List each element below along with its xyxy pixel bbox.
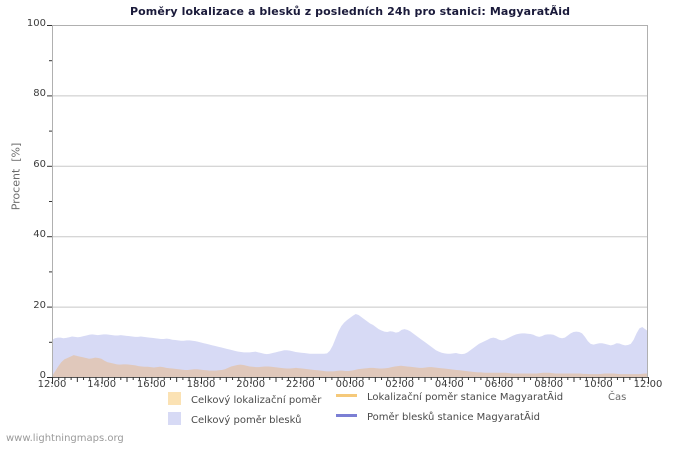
x-tick-label: 00:00	[335, 379, 365, 390]
x-tick-label: 18:00	[186, 379, 216, 390]
x-tick-label: 12:00	[633, 379, 663, 390]
y-tick-label: 100	[26, 18, 46, 29]
legend-item[interactable]: Celkový lokalizační poměr	[168, 392, 321, 406]
chart-title: Poměry lokalizace a blesků z posledních …	[129, 5, 571, 18]
y-axis-tick-labels: 0 20 40 60 80 100	[0, 0, 46, 450]
x-tick-label: 16:00	[136, 379, 166, 390]
legend-label: Lokalizační poměr stanice MagyaratÃid	[367, 392, 564, 403]
x-tick-label: 12:00	[37, 379, 67, 390]
legend-item[interactable]: Lokalizační poměr stanice MagyaratÃid	[336, 392, 563, 403]
x-tick-label: 14:00	[87, 379, 117, 390]
area-total-location-ratio	[52, 355, 648, 377]
legend-swatch-icon	[168, 412, 181, 425]
legend-swatch-icon	[168, 392, 181, 405]
y-tick-label: 80	[33, 88, 46, 100]
y-tick-label: 40	[33, 229, 46, 241]
legend-label: Celkový poměr blesků	[191, 415, 302, 426]
x-tick-label: 10:00	[583, 379, 613, 390]
chart-legend: Celkový lokalizační poměr Lokalizační pom…	[0, 390, 700, 430]
y-tick-label: 20	[33, 299, 46, 311]
legend-item[interactable]: Poměr blesků stanice MagyaratÃid	[336, 412, 540, 423]
x-tick-label: 04:00	[434, 379, 464, 390]
y-tick-label: 60	[33, 158, 46, 170]
x-axis-label: Čas	[608, 392, 627, 403]
legend-line-icon	[336, 414, 357, 417]
x-tick-label: 02:00	[385, 379, 415, 390]
legend-item[interactable]: Celkový poměr blesků	[168, 412, 301, 426]
legend-label: Poměr blesků stanice MagyaratÃid	[367, 412, 540, 423]
legend-line-icon	[336, 394, 357, 397]
x-tick-label: 08:00	[534, 379, 564, 390]
x-tick-label: 20:00	[236, 379, 266, 390]
y-tick-label: 0	[39, 370, 46, 381]
x-tick-label: 06:00	[484, 379, 514, 390]
watermark: www.lightningmaps.org	[6, 433, 124, 444]
x-tick-label: 22:00	[285, 379, 315, 390]
area-total-flash-ratio	[52, 313, 648, 377]
legend-label: Celkový lokalizační poměr	[191, 395, 322, 406]
